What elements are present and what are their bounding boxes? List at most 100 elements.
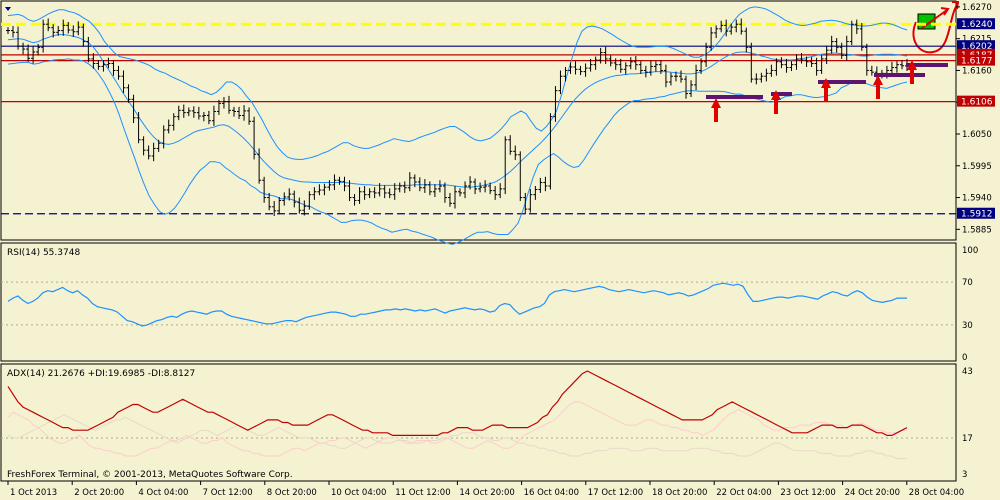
price-bar <box>181 104 186 118</box>
adx-series-adx14 <box>7 370 908 436</box>
price-bar <box>563 66 568 82</box>
price-bar <box>226 95 231 114</box>
time-tick-label: 7 Oct 12:00 <box>203 488 253 498</box>
price-bar <box>252 116 257 160</box>
price-bar <box>714 25 719 39</box>
level-box-label-0: 1.6240 <box>961 20 993 30</box>
price-bar <box>739 18 744 35</box>
price-bar <box>312 187 317 200</box>
price-bar <box>724 19 729 37</box>
price-bar <box>603 46 608 65</box>
price-bar <box>317 184 322 196</box>
price-bar <box>447 192 452 207</box>
price-bar <box>237 106 242 119</box>
price-bar <box>86 36 91 63</box>
price-bar <box>684 75 689 99</box>
price-bar <box>6 27 10 35</box>
price-bar <box>498 183 503 199</box>
time-axis: 1 Oct 2013 2 Oct 20:00 4 Oct 04:00 7 Oct 12… <box>7 481 964 498</box>
price-bar <box>232 106 237 117</box>
price-bar <box>46 18 51 32</box>
price-bar <box>719 20 724 33</box>
price-bar <box>648 60 653 76</box>
rsi-line <box>7 282 907 327</box>
adx-title: ADX(14) 21.2676 +DI:19.6985 -DI:8.8127 <box>7 369 195 379</box>
up-arrow-1 <box>771 90 781 114</box>
price-axis: 1.62701.62151.61601.61051.60501.59951.59… <box>956 3 995 235</box>
bb-lower-line <box>7 58 908 245</box>
price-bar <box>136 112 141 144</box>
price-bar <box>407 172 412 192</box>
price-bar <box>799 53 804 64</box>
price-bar <box>36 43 41 56</box>
price-bar <box>899 60 904 70</box>
level-box-label-5: 1.5912 <box>961 210 993 220</box>
price-bar <box>171 113 176 131</box>
price-bar <box>518 151 523 202</box>
price-bar <box>538 177 543 193</box>
price-tick-label: 1.5995 <box>962 162 992 172</box>
price-bar <box>844 35 849 61</box>
price-bar <box>277 196 282 215</box>
price-panel <box>0 0 957 241</box>
price-bar <box>332 174 337 191</box>
price-bar <box>287 188 292 201</box>
adx-series-di <box>7 414 907 460</box>
price-bar <box>116 65 121 80</box>
price-bar <box>337 176 342 185</box>
price-bar <box>769 64 774 77</box>
price-bar <box>21 42 26 55</box>
price-bar <box>76 21 81 36</box>
price-bar <box>71 25 76 37</box>
price-bar <box>357 187 362 204</box>
price-bar <box>41 19 46 53</box>
price-bar <box>869 65 874 76</box>
price-bar <box>608 55 613 67</box>
price-bar <box>478 182 483 193</box>
level-box-1 <box>957 40 995 52</box>
price-bar <box>427 181 432 196</box>
price-bar <box>367 188 372 199</box>
price-bar <box>66 21 71 34</box>
price-bar <box>322 183 327 196</box>
price-bar <box>623 62 628 75</box>
price-bar <box>774 58 779 76</box>
price-bar <box>191 106 196 118</box>
price-bar <box>101 60 106 72</box>
price-bar <box>16 26 21 50</box>
price-bar <box>699 58 704 74</box>
time-tick-label: 1 Oct 2013 <box>10 488 57 498</box>
time-tick-label: 22 Oct 04:00 <box>716 488 771 498</box>
price-bar <box>528 188 533 213</box>
price-bar <box>789 61 794 72</box>
target-curve <box>912 2 959 54</box>
price-bar <box>352 194 357 206</box>
price-bar <box>894 61 899 73</box>
price-bar <box>468 176 473 190</box>
level-box-5 <box>957 207 995 219</box>
price-bar <box>488 182 493 195</box>
price-bar <box>729 23 734 35</box>
bb-middle-line <box>7 34 908 188</box>
price-bar <box>302 200 307 216</box>
price-bar <box>458 188 463 197</box>
adx-tick-label: 43 <box>962 367 973 377</box>
rsi-panel <box>0 242 957 362</box>
level-box-3 <box>957 54 995 66</box>
price-bar <box>633 56 638 70</box>
price-bar <box>814 57 819 76</box>
price-bar <box>598 47 603 64</box>
price-bar <box>156 139 161 152</box>
price-bar <box>111 60 116 76</box>
price-bar <box>864 43 869 76</box>
price-bar <box>397 182 402 193</box>
time-tick-label: 18 Oct 20:00 <box>652 488 707 498</box>
rsi-tick-label: 0 <box>962 353 967 363</box>
price-bar <box>422 179 427 193</box>
adx-tick-label: 3 <box>962 470 967 480</box>
price-bar <box>854 19 859 35</box>
up-arrow-0 <box>711 98 721 122</box>
price-bar <box>779 57 784 69</box>
